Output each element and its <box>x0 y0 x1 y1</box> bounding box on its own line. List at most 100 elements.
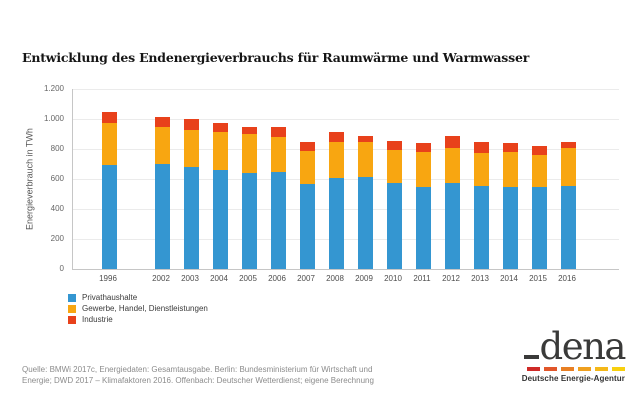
plot-area <box>72 89 619 270</box>
bar-segment-2008-gewerbe-handel-dienstleistungen <box>328 141 344 178</box>
y-tick-label: 800 <box>50 144 64 153</box>
bar-segment-2002-gewerbe-handel-dienstleistungen <box>154 126 170 164</box>
bar-segment-2003-gewerbe-handel-dienstleistungen <box>183 130 199 167</box>
source-line-1: Quelle: BMWi 2017c, Energiedaten: Gesamt… <box>22 365 373 374</box>
chart-legend: Privathaushalte Gewerbe, Handel, Dienstle… <box>68 292 208 325</box>
bar-2004 <box>212 122 228 269</box>
legend-swatch-icon <box>68 293 76 302</box>
x-label-2010: 2010 <box>384 274 402 283</box>
x-label-2006: 2006 <box>268 274 286 283</box>
legend-label: Privathaushalte <box>82 293 138 302</box>
x-label-2007: 2007 <box>297 274 315 283</box>
source-note: Quelle: BMWi 2017c, Energiedaten: Gesamt… <box>22 365 422 386</box>
bar-segment-2014-industrie <box>502 143 518 152</box>
source-line-2: Energie; DWD 2017 – Klimafaktoren 2016. … <box>22 375 374 385</box>
x-label-2012: 2012 <box>442 274 460 283</box>
x-label-1996: 1996 <box>99 274 117 283</box>
bar-segment-1996-gewerbe-handel-dienstleistungen <box>101 122 117 165</box>
x-label-2004: 2004 <box>210 274 228 283</box>
legend-label: Gewerbe, Handel, Dienstleistungen <box>82 304 208 313</box>
bar-segment-2012-industrie <box>444 136 460 148</box>
y-tick-label: 1.000 <box>43 114 64 123</box>
y-tick-label: 0 <box>59 264 64 273</box>
bar-segment-2016-privathaushalte <box>560 185 576 269</box>
bar-segment-2007-industrie <box>299 142 315 152</box>
logo-dash-segment <box>527 367 540 371</box>
bar-segment-2013-gewerbe-handel-dienstleistungen <box>473 152 489 186</box>
bar-segment-2015-industrie <box>531 146 547 155</box>
bar-segment-1996-industrie <box>101 111 117 123</box>
bar-1996 <box>101 111 117 269</box>
dena-wordmark: dena <box>539 325 627 368</box>
bar-2016 <box>560 141 576 269</box>
bar-2008 <box>328 131 344 269</box>
bar-segment-2016-industrie <box>560 141 576 149</box>
bar-segment-2007-privathaushalte <box>299 184 315 269</box>
bar-segment-2006-gewerbe-handel-dienstleistungen <box>270 137 286 172</box>
y-tick-label: 600 <box>50 174 64 183</box>
bar-segment-2009-privathaushalte <box>357 176 373 269</box>
bar-segment-2010-gewerbe-handel-dienstleistungen <box>386 149 402 183</box>
bar-segment-2011-privathaushalte <box>415 187 431 269</box>
gridline <box>73 149 619 150</box>
logo-dash-segment <box>578 367 591 371</box>
bar-2006 <box>270 127 286 269</box>
bar-segment-2006-privathaushalte <box>270 171 286 269</box>
chart-title: Entwicklung des Endenergieverbrauchs für… <box>22 50 530 65</box>
bar-segment-2005-gewerbe-handel-dienstleistungen <box>241 134 257 173</box>
bar-segment-2011-gewerbe-handel-dienstleistungen <box>415 152 431 188</box>
bar-segment-2009-industrie <box>357 135 373 143</box>
logo-dash-segment <box>561 367 574 371</box>
bar-segment-2013-industrie <box>473 142 489 153</box>
legend-item: Privathaushalte <box>68 292 208 303</box>
bar-segment-2012-gewerbe-handel-dienstleistungen <box>444 147 460 183</box>
logo-dash-line <box>515 367 625 371</box>
bar-segment-2005-industrie <box>241 126 257 134</box>
bar-2015 <box>531 146 547 269</box>
gridline <box>73 89 619 90</box>
legend-label: Industrie <box>82 315 113 324</box>
logo-underscore-icon <box>523 355 539 359</box>
bar-segment-2012-privathaushalte <box>444 182 460 269</box>
x-label-2016: 2016 <box>558 274 576 283</box>
bar-segment-2010-privathaushalte <box>386 182 402 269</box>
legend-item: Industrie <box>68 314 208 325</box>
logo-dash-segment <box>544 367 557 371</box>
bar-2003 <box>183 119 199 269</box>
bar-segment-2014-gewerbe-handel-dienstleistungen <box>502 152 518 187</box>
bar-segment-2004-gewerbe-handel-dienstleistungen <box>212 131 228 170</box>
bar-segment-2013-privathaushalte <box>473 185 489 269</box>
logo-dash-segment <box>612 367 625 371</box>
x-label-2005: 2005 <box>239 274 257 283</box>
bar-segment-2016-gewerbe-handel-dienstleistungen <box>560 148 576 186</box>
bar-segment-2003-industrie <box>183 119 199 131</box>
gridline <box>73 209 619 210</box>
bar-segment-1996-privathaushalte <box>101 164 117 269</box>
y-tick-label: 200 <box>50 234 64 243</box>
y-tick-label: 1.200 <box>43 84 64 93</box>
bar-segment-2005-privathaushalte <box>241 173 257 269</box>
dena-wordmark-row: dena <box>515 328 627 365</box>
x-label-2014: 2014 <box>500 274 518 283</box>
bar-2009 <box>357 135 373 269</box>
bar-segment-2010-industrie <box>386 140 402 150</box>
gridline <box>73 179 619 180</box>
bar-2014 <box>502 143 518 269</box>
bar-segment-2002-privathaushalte <box>154 164 170 269</box>
bar-segment-2008-industrie <box>328 131 344 142</box>
bar-2005 <box>241 126 257 269</box>
x-label-2011: 2011 <box>413 274 431 283</box>
x-label-2002: 2002 <box>152 274 170 283</box>
y-axis-title: Energieverbrauch in TWh <box>24 128 35 230</box>
bar-segment-2007-gewerbe-handel-dienstleistungen <box>299 151 315 185</box>
dena-logo-subtitle: Deutsche Energie-Agentur <box>521 374 625 383</box>
bar-2002 <box>154 116 170 269</box>
dena-logo: dena Deutsche Energie-Agentur <box>515 328 627 383</box>
bar-segment-2011-industrie <box>415 143 431 152</box>
y-tick-label: 400 <box>50 204 64 213</box>
legend-swatch-icon <box>68 315 76 324</box>
bar-segment-2006-industrie <box>270 127 286 137</box>
bar-segment-2008-privathaushalte <box>328 177 344 269</box>
logo-dash-segment <box>595 367 608 371</box>
bar-segment-2004-industrie <box>212 122 228 132</box>
